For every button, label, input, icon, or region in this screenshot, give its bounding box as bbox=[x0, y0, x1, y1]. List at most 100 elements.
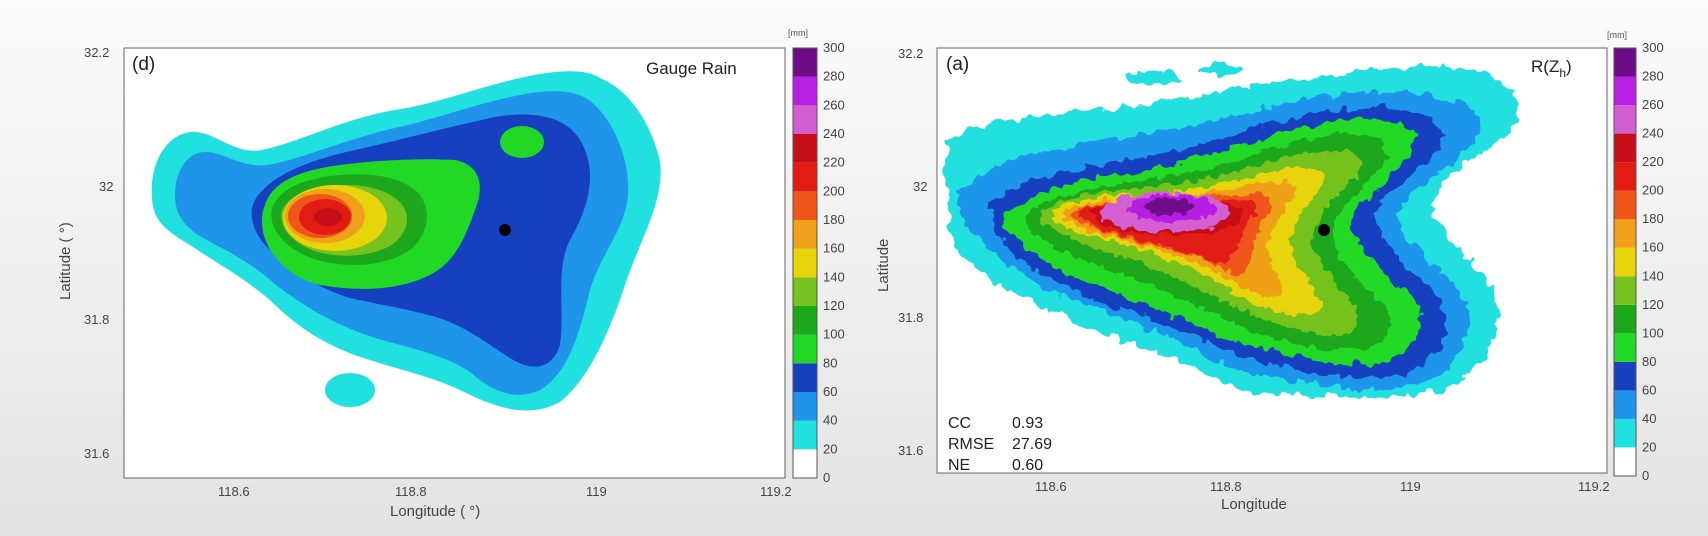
colorbar-tick-label: 140 bbox=[1642, 268, 1664, 283]
colorbar-swatch bbox=[1614, 48, 1636, 77]
colorbar-swatch bbox=[1614, 105, 1636, 134]
y-axis-label: Latitude ( °) bbox=[57, 222, 74, 300]
x-tick-label: 119.2 bbox=[1578, 479, 1610, 494]
x-ticks: 118.6 118.8 119 119.2 bbox=[1035, 479, 1610, 494]
x-axis-label: Longitude bbox=[1221, 496, 1287, 513]
colorbar-tick-label: 40 bbox=[823, 413, 837, 428]
colorbar-swatch bbox=[1614, 390, 1636, 419]
colorbar-tick-label: 120 bbox=[1642, 297, 1664, 312]
colorbar-tick-label: 300 bbox=[1642, 40, 1664, 55]
x-axis-label: Longitude ( °) bbox=[390, 503, 480, 520]
colorbar-tick-label: 0 bbox=[1642, 468, 1649, 483]
x-ticks: 118.6 118.8 119 119.2 bbox=[218, 484, 792, 499]
y-tick-label: 32 bbox=[913, 179, 927, 194]
colorbar-swatch bbox=[793, 162, 817, 192]
colorbar-swatch bbox=[793, 363, 817, 392]
colorbar-tick-label: 60 bbox=[1642, 382, 1656, 397]
x-tick-label: 119.2 bbox=[760, 484, 792, 499]
y-ticks: 32.2 32 31.8 31.6 bbox=[898, 46, 927, 458]
colorbar-swatch bbox=[793, 392, 817, 421]
y-tick-label: 31.6 bbox=[898, 443, 923, 458]
colorbar-unit: [mm] bbox=[788, 28, 808, 38]
colorbar-frame bbox=[1613, 47, 1637, 477]
stat-value-ne: 0.60 bbox=[1012, 457, 1043, 474]
panel-label: (a) bbox=[946, 54, 969, 75]
colorbar-tick-label: 240 bbox=[1642, 126, 1664, 141]
y-axis-label: Latitude bbox=[875, 239, 892, 292]
chart-title: Gauge Rain bbox=[646, 59, 737, 78]
colorbar-swatch bbox=[1614, 247, 1636, 277]
colorbar-tick-label: 40 bbox=[1642, 411, 1656, 426]
colorbar: 0 20 40 60 80 100 120 140 160 180 200 220 240 260 280 3… bbox=[1613, 40, 1664, 483]
colorbar-swatch bbox=[793, 48, 817, 77]
colorbar-swatch bbox=[1614, 276, 1636, 305]
stats-box: CC 0.93 RMSE 27.69 NE 0.60 bbox=[948, 415, 1052, 474]
rain-field bbox=[151, 71, 661, 411]
colorbar-swatch bbox=[793, 334, 817, 364]
colorbar-tick-label: 160 bbox=[823, 241, 845, 256]
stat-name-cc: CC bbox=[948, 415, 971, 432]
panel-radar-rain: (a) R(Zh) CC 0.93 RMSE 27.69 NE 0.60 32.… bbox=[875, 30, 1664, 513]
colorbar-tick-label: 240 bbox=[823, 126, 845, 141]
colorbar-swatch bbox=[1614, 133, 1636, 163]
colorbar-tick-label: 180 bbox=[1642, 211, 1664, 226]
colorbar-tick-label: 280 bbox=[823, 69, 845, 84]
contour-20-isle bbox=[325, 373, 375, 407]
colorbar-swatch bbox=[793, 449, 817, 478]
colorbar-tick-label: 280 bbox=[1642, 69, 1664, 84]
contour-80-isle bbox=[500, 126, 544, 158]
colorbar-tick-label: 220 bbox=[823, 155, 845, 170]
colorbar-tick-label: 20 bbox=[1642, 439, 1656, 454]
contour-20-spot bbox=[1198, 64, 1242, 76]
colorbar-swatch bbox=[1614, 304, 1636, 334]
y-tick-label: 31.8 bbox=[898, 310, 923, 325]
colorbar-tick-label: 300 bbox=[823, 40, 845, 55]
x-tick-label: 118.6 bbox=[218, 484, 250, 499]
panel-gauge-rain: (d) Gauge Rain 32.2 32 31.8 31.6 118.6 1… bbox=[57, 28, 845, 520]
colorbar-unit: [mm] bbox=[1607, 30, 1627, 40]
stat-value-cc: 0.93 bbox=[1012, 415, 1043, 432]
colorbar-tick-label: 120 bbox=[823, 298, 845, 313]
colorbar-tick-label: 200 bbox=[1642, 183, 1664, 198]
colorbar-swatch bbox=[793, 248, 817, 278]
contour-280 bbox=[1145, 198, 1195, 214]
colorbar-swatch bbox=[793, 306, 817, 335]
colorbar-swatch bbox=[1614, 418, 1636, 448]
contour-20-spot bbox=[1125, 71, 1185, 85]
colorbar-swatch bbox=[793, 220, 817, 249]
x-tick-label: 118.6 bbox=[1035, 479, 1067, 494]
colorbar-frame bbox=[792, 47, 818, 479]
chart-title: R(Zh) bbox=[1531, 57, 1572, 80]
y-tick-label: 31.8 bbox=[84, 312, 109, 327]
colorbar-tick-label: 100 bbox=[823, 327, 845, 342]
colorbar-tick-label: 20 bbox=[823, 441, 837, 456]
y-tick-label: 32.2 bbox=[898, 46, 923, 61]
colorbar-swatch bbox=[1614, 219, 1636, 248]
colorbar-tick-label: 140 bbox=[823, 269, 845, 284]
station-marker bbox=[1318, 224, 1330, 236]
colorbar-tick-label: 160 bbox=[1642, 240, 1664, 255]
colorbar-swatch bbox=[1614, 162, 1636, 191]
colorbar-tick-label: 180 bbox=[823, 212, 845, 227]
panel-label: (d) bbox=[132, 54, 155, 75]
colorbar-tick-label: 100 bbox=[1642, 325, 1664, 340]
colorbar-tick-label: 80 bbox=[823, 355, 837, 370]
colorbar-swatch bbox=[1614, 190, 1636, 220]
y-tick-label: 31.6 bbox=[84, 446, 109, 461]
colorbar-tick-label: 200 bbox=[823, 183, 845, 198]
colorbar-tick-label: 60 bbox=[823, 384, 837, 399]
rain-field bbox=[945, 64, 1520, 398]
colorbar-swatch bbox=[793, 134, 817, 163]
stat-name-rmse: RMSE bbox=[948, 436, 994, 453]
colorbar-tick-label: 260 bbox=[823, 97, 845, 112]
y-ticks: 32.2 32 31.8 31.6 bbox=[84, 45, 113, 461]
colorbar-swatch bbox=[793, 191, 817, 220]
colorbar-tick-label: 260 bbox=[1642, 97, 1664, 112]
stat-name-ne: NE bbox=[948, 457, 970, 474]
colorbar-swatch bbox=[1614, 447, 1636, 476]
colorbar-swatch bbox=[1614, 76, 1636, 106]
colorbar-tick-label: 220 bbox=[1642, 154, 1664, 169]
x-tick-label: 118.8 bbox=[1210, 479, 1242, 494]
colorbar-tick-label: 80 bbox=[1642, 354, 1656, 369]
